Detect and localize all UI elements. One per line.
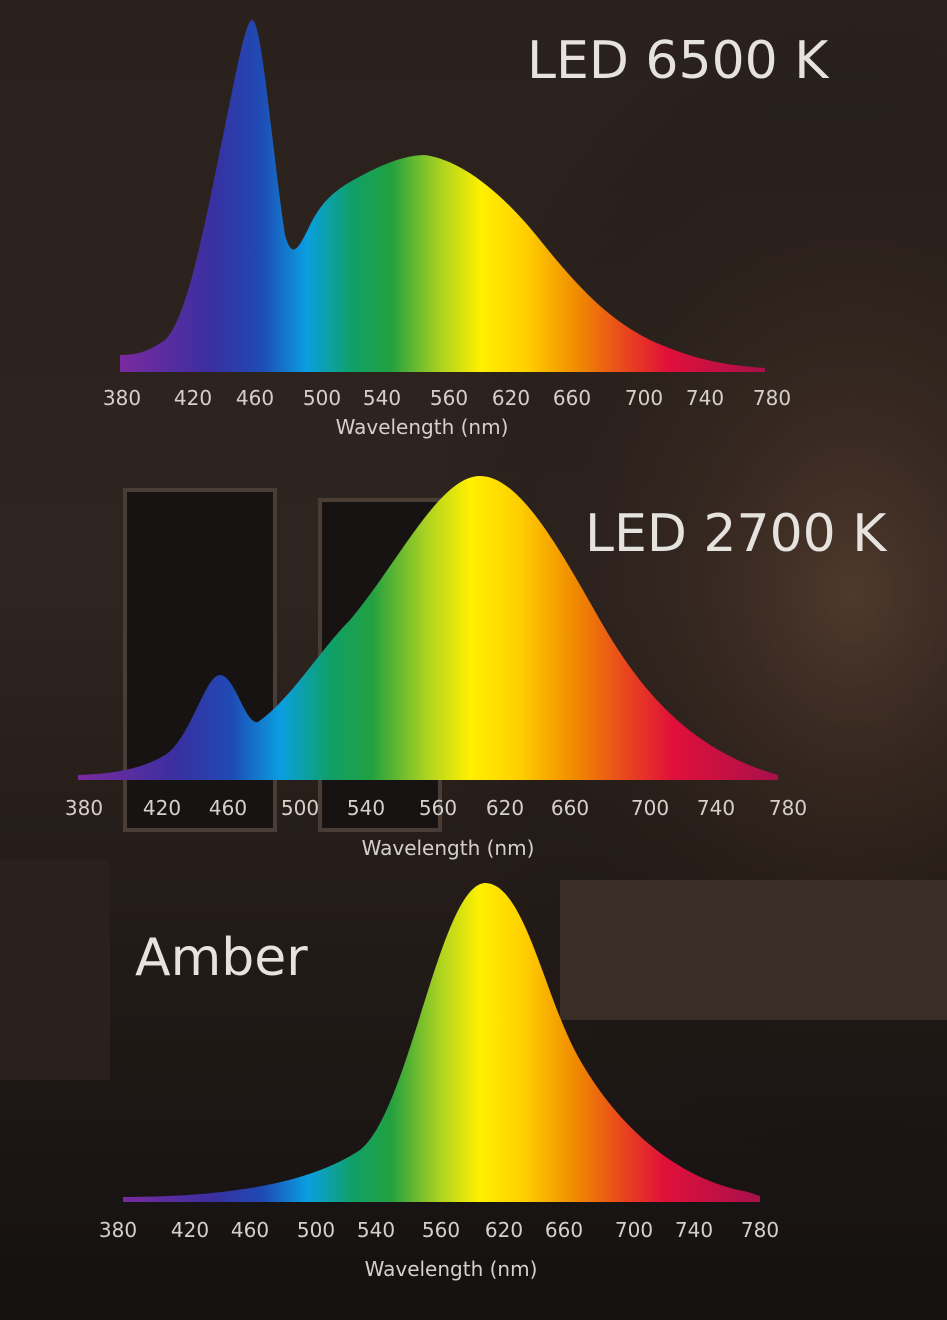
tick-label: 620	[485, 1218, 523, 1242]
tick-label: 380	[65, 796, 103, 820]
tick-label: 780	[741, 1218, 779, 1242]
tick-label: 380	[99, 1218, 137, 1242]
axis-label: Wavelength (nm)	[362, 836, 535, 860]
tick-label: 740	[697, 796, 735, 820]
tick-label: 620	[492, 386, 530, 410]
tick-label: 420	[174, 386, 212, 410]
bed	[560, 880, 947, 1020]
tick-label: 540	[357, 1218, 395, 1242]
tick-label: 660	[553, 386, 591, 410]
tick-label: 460	[231, 1218, 269, 1242]
tick-label: 420	[171, 1218, 209, 1242]
panel-title: LED 6500 K	[527, 31, 830, 91]
tick-label: 700	[631, 796, 669, 820]
page: LED 6500 K 380 420 460 500 540 560 620 660 700 740…	[0, 0, 947, 1320]
tick-label: 500	[281, 796, 319, 820]
tick-label: 540	[347, 796, 385, 820]
tick-label: 780	[753, 386, 791, 410]
panel-title: LED 2700 K	[585, 504, 888, 564]
tick-label: 560	[422, 1218, 460, 1242]
panel-title: Amber	[135, 928, 308, 988]
tick-label: 460	[209, 796, 247, 820]
tick-label: 700	[615, 1218, 653, 1242]
tick-label: 560	[430, 386, 468, 410]
tick-label: 700	[625, 386, 663, 410]
tick-label: 660	[551, 796, 589, 820]
chair	[0, 860, 110, 1080]
tick-label: 500	[297, 1218, 335, 1242]
tick-label: 540	[363, 386, 401, 410]
tick-label: 740	[686, 386, 724, 410]
tick-label: 560	[419, 796, 457, 820]
axis-label: Wavelength (nm)	[336, 415, 509, 439]
tick-label: 780	[769, 796, 807, 820]
tick-label: 460	[236, 386, 274, 410]
axis-label: Wavelength (nm)	[365, 1257, 538, 1281]
tick-label: 420	[143, 796, 181, 820]
tick-label: 660	[545, 1218, 583, 1242]
tick-label: 500	[303, 386, 341, 410]
tick-label: 620	[486, 796, 524, 820]
tick-label: 740	[675, 1218, 713, 1242]
tick-label: 380	[103, 386, 141, 410]
